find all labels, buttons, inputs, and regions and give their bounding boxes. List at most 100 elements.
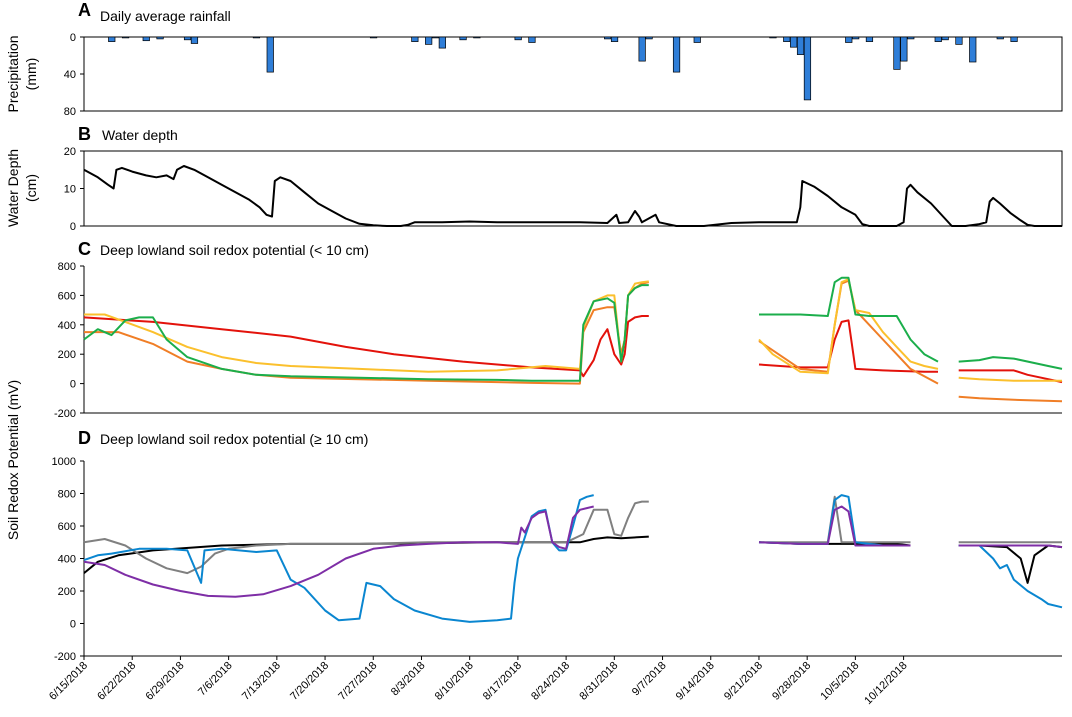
panel-a-bar bbox=[121, 36, 130, 39]
panel-b-title: Water depth bbox=[102, 127, 178, 143]
panel-a-bar bbox=[604, 36, 612, 40]
panel-b-plot-area bbox=[83, 150, 1063, 227]
panel-d-ytick-label: 400 bbox=[58, 554, 76, 566]
panel-a-bar bbox=[769, 36, 777, 39]
panel-b-y-ticks: 20 10 0 bbox=[64, 146, 84, 233]
panel-c-series-green-seg0 bbox=[83, 284, 649, 382]
panel-a-ytick-label: 80 bbox=[64, 106, 76, 118]
panel-a-bar bbox=[638, 36, 646, 62]
panel-b-ylabel-1: Water Depth bbox=[5, 149, 21, 227]
panel-c-ytick-label: 800 bbox=[58, 261, 76, 273]
panel-a-bar bbox=[900, 36, 908, 62]
panel-d-ytick-label: 600 bbox=[58, 521, 76, 533]
panel-b-letter: B bbox=[78, 124, 91, 144]
panel-a-bar bbox=[252, 36, 261, 39]
panel-a-bar bbox=[783, 36, 791, 42]
panel-d-xtick-label: 9/7/2018 bbox=[630, 660, 669, 699]
panel-d-xtick-label: 8/24/2018 bbox=[529, 660, 572, 703]
panel-d-lines bbox=[83, 494, 1063, 623]
panel-d-xtick-label: 9/14/2018 bbox=[674, 660, 717, 703]
panel-a-bar bbox=[969, 36, 977, 63]
panel-a-bar bbox=[672, 36, 681, 73]
panel-d-xtick-label: 8/3/2018 bbox=[389, 660, 428, 699]
panel-b-ytick-label: 0 bbox=[70, 221, 76, 233]
panel-a-bar bbox=[438, 36, 446, 49]
panel-c: C Deep lowland soil redox potential (< 1… bbox=[54, 239, 1063, 420]
panel-d-series-blue-seg2 bbox=[958, 544, 1063, 609]
panel-c-lines bbox=[83, 276, 1063, 403]
panel-d-xtick-label: 6/15/2018 bbox=[47, 660, 90, 703]
panel-a-bar bbox=[610, 36, 619, 42]
panel-d-title: Deep lowland soil redox potential (≥ 10 … bbox=[100, 431, 368, 447]
panel-d-y-ticks: 1000 800 600 400 200 0 -200 bbox=[52, 456, 84, 663]
panel-d-xtick-label: 10/5/2018 bbox=[818, 660, 861, 703]
panel-a-bar bbox=[431, 36, 440, 39]
panel-d-ytick-label: 0 bbox=[70, 619, 76, 631]
panel-d-ytick-label: -200 bbox=[54, 651, 76, 663]
panel-a-bar bbox=[528, 36, 536, 43]
panel-d-xtick-label: 7/20/2018 bbox=[288, 660, 331, 703]
panel-d-ytick-label: 800 bbox=[58, 489, 76, 501]
panel-d-ytick-label: 1000 bbox=[52, 456, 76, 468]
panel-c-series-orange-seg1 bbox=[758, 279, 939, 385]
panel-a-ylabel-1: Precipitation bbox=[5, 35, 21, 112]
panel-c-series-red-seg1 bbox=[758, 319, 938, 373]
panel-c-series-red-seg0 bbox=[83, 315, 649, 378]
panel-a: A Daily average rainfall 0 40 80 Precipita… bbox=[5, 0, 1063, 118]
panel-d-xtick-label: 6/22/2018 bbox=[95, 660, 138, 703]
panel-c-y-ticks: 800 600 400 200 0 -200 bbox=[54, 261, 84, 420]
panel-a-letter: A bbox=[78, 0, 91, 20]
panel-b-series-water-depth-seg0 bbox=[83, 165, 1062, 227]
panel-c-ytick-label: 200 bbox=[58, 349, 76, 361]
panel-d-xtick-label: 7/13/2018 bbox=[240, 660, 283, 703]
panel-d-xtick-label: 7/27/2018 bbox=[336, 660, 379, 703]
panel-a-bar bbox=[514, 36, 522, 41]
panel-a-plot-area bbox=[83, 36, 1063, 112]
panel-a-bar bbox=[190, 36, 199, 44]
panel-a-bar bbox=[266, 36, 274, 73]
panel-d-xtick-label: 9/28/2018 bbox=[770, 660, 813, 703]
panel-a-bar bbox=[693, 36, 701, 43]
panel-c-letter: C bbox=[78, 239, 91, 259]
panel-a-bar bbox=[845, 36, 853, 43]
panel-a-bar bbox=[865, 36, 874, 42]
panel-d-series-purple-seg2 bbox=[958, 544, 1063, 549]
panel-b: B Water depth 20 10 0 Water Depth (cm) bbox=[5, 124, 1063, 233]
panel-d-series-blue-seg1 bbox=[758, 494, 911, 547]
panel-d-xtick-label: 9/21/2018 bbox=[722, 660, 765, 703]
panel-d: D Deep lowland soil redox potential (≥ 1… bbox=[47, 428, 1063, 707]
panel-d-x-ticks: 6/15/2018 6/22/2018 6/29/2018 7/6/2018 7/13/… bbox=[47, 656, 910, 707]
panel-a-bar bbox=[369, 36, 378, 39]
panel-a-bar bbox=[790, 36, 798, 48]
panel-a-bar bbox=[893, 36, 901, 70]
panel-a-bar bbox=[108, 36, 116, 42]
panel-a-bar bbox=[934, 36, 942, 42]
panel-a-bar bbox=[645, 36, 653, 40]
panel-c-ytick-label: 0 bbox=[70, 379, 76, 391]
panel-a-ylabel-2: (mm) bbox=[23, 58, 39, 91]
panel-b-ylabel-2: (cm) bbox=[23, 174, 39, 202]
panel-a-bar bbox=[473, 36, 481, 39]
panel-d-series-purple-seg0 bbox=[83, 505, 594, 598]
panel-d-xtick-label: 8/10/2018 bbox=[433, 660, 476, 703]
panel-c-series-yellow-seg0 bbox=[84, 280, 649, 373]
panel-a-bar bbox=[907, 36, 915, 40]
panel-a-bar bbox=[425, 36, 433, 45]
panel-a-ytick-label: 40 bbox=[64, 69, 76, 81]
panel-d-series-gray-seg0 bbox=[83, 500, 649, 575]
panel-d-series-blue-seg0 bbox=[83, 494, 594, 623]
panel-c-ytick-label: -200 bbox=[54, 408, 76, 420]
panel-d-series-black-seg2 bbox=[958, 544, 1063, 584]
panel-d-xtick-label: 8/31/2018 bbox=[577, 660, 620, 703]
panel-a-ytick-label: 0 bbox=[70, 32, 76, 44]
panel-c-title: Deep lowland soil redox potential (< 10 … bbox=[100, 242, 369, 258]
panel-d-xtick-label: 8/17/2018 bbox=[481, 660, 524, 703]
panel-b-lines bbox=[83, 165, 1062, 227]
panel-d-letter: D bbox=[78, 428, 91, 448]
panel-d-xtick-label: 6/29/2018 bbox=[143, 660, 186, 703]
panel-b-ytick-label: 20 bbox=[64, 146, 76, 158]
panel-a-bar bbox=[955, 36, 963, 45]
panel-d-xtick-label: 7/6/2018 bbox=[196, 660, 235, 699]
panel-a-bar bbox=[803, 36, 812, 101]
